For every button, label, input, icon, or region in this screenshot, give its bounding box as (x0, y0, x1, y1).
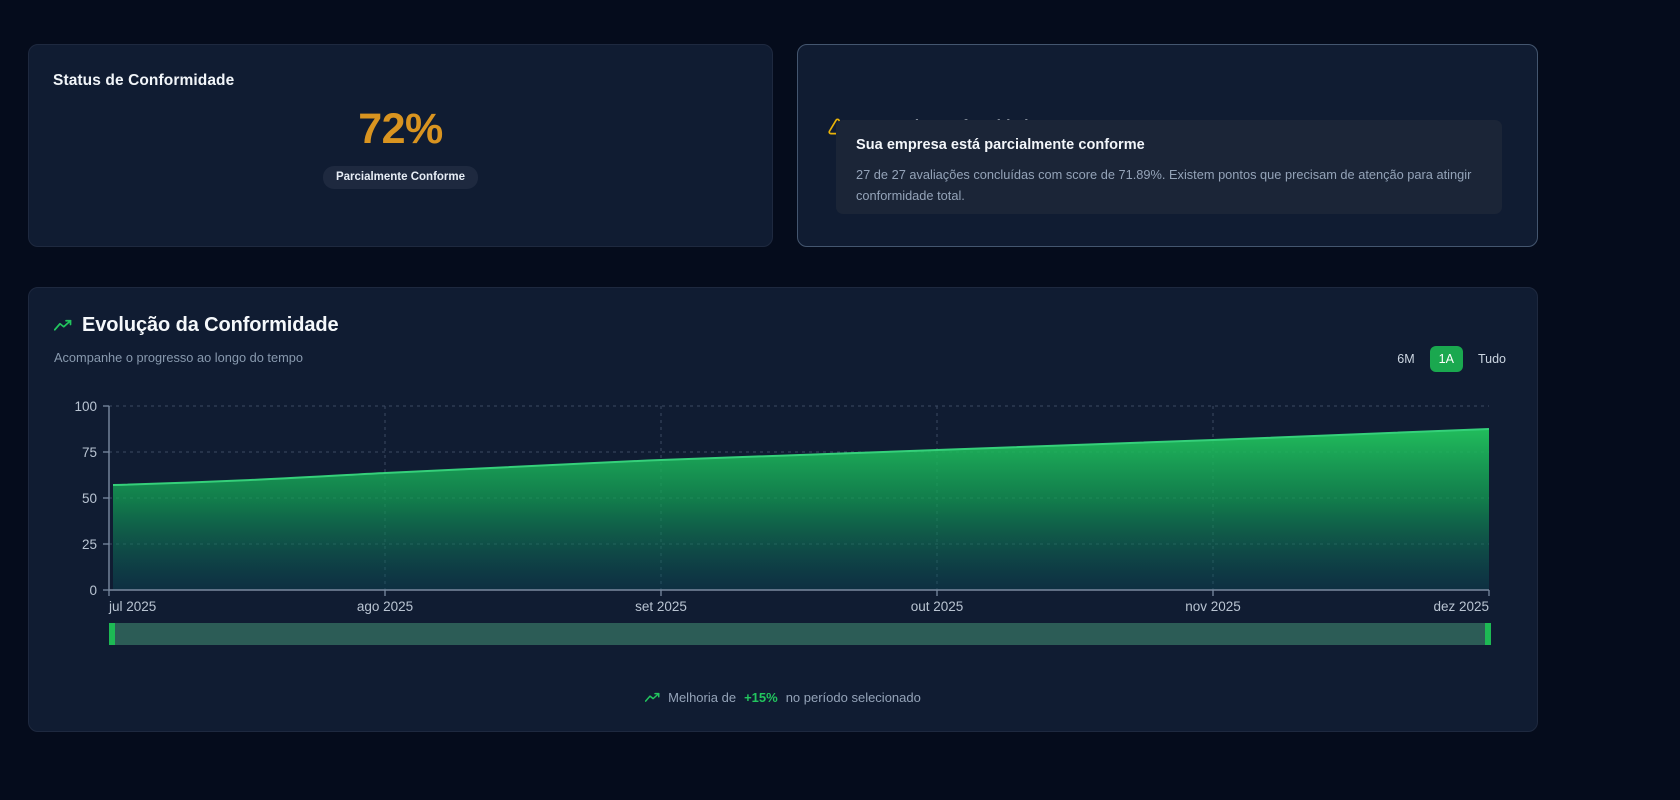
chart-x-ticks (108, 590, 1490, 596)
chart-subtitle: Acompanhe o progresso ao longo do tempo (54, 350, 303, 365)
x-tick-label: nov 2025 (1185, 599, 1241, 614)
compliance-score-card: Status de Conformidade 72% Parcialmente … (28, 44, 773, 247)
y-tick-label: 0 (89, 583, 97, 598)
summary-row: Status de Conformidade 72% Parcialmente … (28, 44, 1538, 247)
chart-plot-area[interactable]: 100 75 50 25 0 jul 2025 ago 2025 set 202… (29, 392, 1539, 622)
alert-description: 27 de 27 avaliações concluídas com score… (856, 167, 1472, 203)
chart-x-tick-labels: jul 2025 ago 2025 set 2025 out 2025 nov … (108, 599, 1489, 614)
chart-y-ticks (103, 405, 109, 591)
footer-suffix: no período selecionado (785, 690, 921, 705)
brush-handle-left[interactable] (109, 623, 115, 645)
chart-header: Evolução da Conformidade (54, 314, 339, 337)
trending-up-icon (54, 319, 72, 333)
x-tick-label: set 2025 (635, 599, 687, 614)
y-tick-label: 75 (82, 445, 97, 460)
range-button-1a[interactable]: 1A (1429, 346, 1463, 372)
chart-area-fill (113, 429, 1489, 590)
chart-range-brush[interactable] (109, 621, 1491, 652)
brush-handle-right[interactable] (1485, 623, 1491, 645)
chart-footer: Melhoria de +15% no período selecionado (29, 690, 1537, 705)
score-card-title: Status de Conformidade (53, 72, 235, 89)
alert-headline: Sua empresa está parcialmente conforme (856, 137, 1145, 153)
evolution-chart-card: Evolução da Conformidade Acompanhe o pro… (28, 287, 1538, 732)
time-range-selector[interactable]: 6M 1A Tudo (1388, 346, 1515, 372)
footer-prefix: Melhoria de (668, 690, 737, 705)
x-tick-label: dez 2025 (1433, 599, 1489, 614)
trending-up-icon (645, 692, 660, 704)
score-value: 72% (358, 105, 443, 153)
chart-y-tick-labels: 100 75 50 25 0 (74, 399, 97, 598)
chart-line (112, 428, 1490, 486)
chart-title: Evolução da Conformidade (82, 314, 339, 336)
range-button-6m[interactable]: 6M (1388, 346, 1423, 372)
range-button-tudo[interactable]: Tudo (1469, 346, 1515, 372)
y-tick-label: 25 (82, 537, 97, 552)
score-card-body: 72% Parcialmente Conforme (29, 105, 772, 190)
y-tick-label: 100 (74, 399, 97, 414)
x-tick-label: out 2025 (911, 599, 964, 614)
alert-message-box: Sua empresa está parcialmente conforme 2… (836, 120, 1502, 214)
x-tick-label: jul 2025 (108, 599, 156, 614)
compliance-alert-card: Status de Conformidade Sua empresa está … (797, 44, 1538, 247)
brush-track[interactable] (109, 623, 1491, 645)
y-tick-label: 50 (82, 491, 97, 506)
status-badge: Parcialmente Conforme (322, 166, 479, 190)
footer-improvement-value: +15% (744, 690, 778, 705)
x-tick-label: ago 2025 (357, 599, 413, 614)
